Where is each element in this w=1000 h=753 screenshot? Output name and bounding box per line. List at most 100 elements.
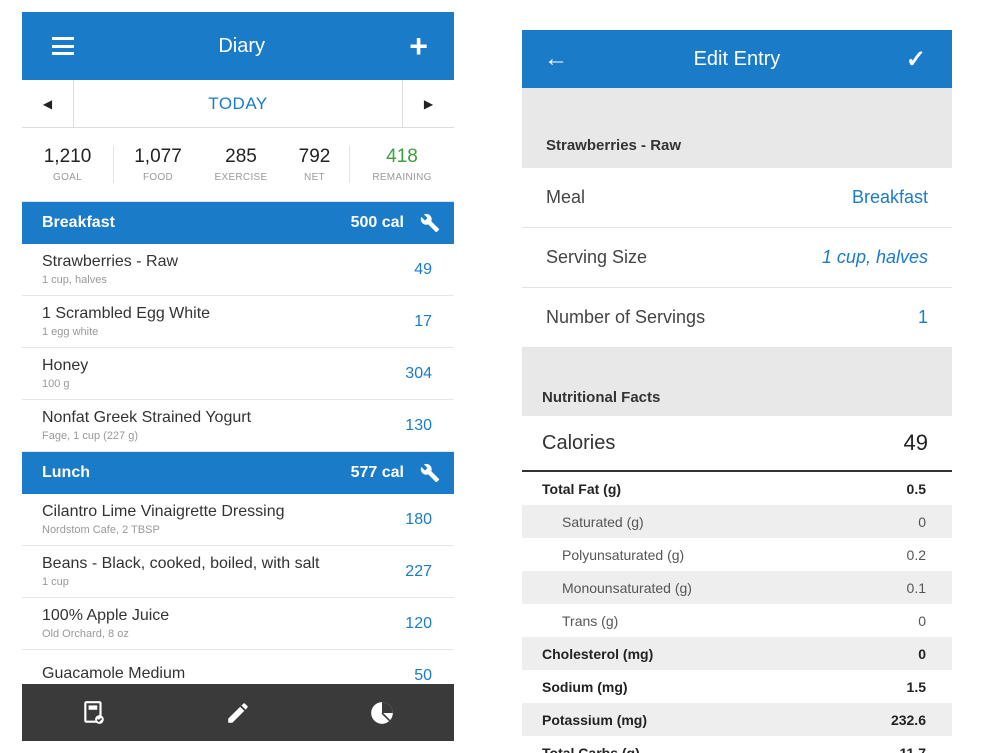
summary-net-value: 792	[298, 146, 331, 167]
food-name-header: Strawberries - Raw	[522, 88, 952, 168]
calories-label: Calories	[542, 431, 616, 454]
food-serving: Fage, 1 cup (227 g)	[42, 430, 139, 442]
food-name: Nonfat Greek Strained Yogurt	[42, 409, 252, 426]
food-name: Cilantro Lime Vinaigrette Dressing	[42, 503, 285, 520]
nutrient-label: Total Fat (g)	[542, 480, 622, 497]
field-value: Breakfast	[851, 187, 928, 207]
food-serving: Nordstom Cafe, 2 TBSP	[42, 524, 160, 536]
summary-goal: 1,210 GOAL	[22, 146, 114, 183]
food-name: Honey	[42, 357, 89, 374]
food-calories: 304	[405, 364, 432, 382]
food-name: Strawberries - Raw	[42, 253, 179, 270]
food-calories: 180	[405, 510, 432, 528]
field-value: 1 cup, halves	[821, 247, 928, 267]
date-navigator: ◀ TODAY ▶	[22, 80, 454, 128]
calories-value: 49	[903, 430, 928, 455]
food-item[interactable]: 100% Apple Juice Old Orchard, 8 oz 120	[22, 598, 454, 650]
nutrient-value: 11.7	[899, 744, 926, 753]
nutrient-row: Trans (g) 0	[522, 604, 952, 637]
food-item[interactable]: Strawberries - Raw 1 cup, halves 49	[22, 244, 454, 296]
nutrient-label: Trans (g)	[562, 612, 619, 629]
food-calories: 17	[414, 312, 432, 330]
nutrient-value: 1.5	[906, 678, 926, 695]
food-name: 100% Apple Juice	[42, 607, 170, 624]
food-name: Guacamole Medium	[42, 665, 186, 682]
nutrient-label: Total Carbs (g)	[542, 744, 640, 753]
food-serving: 100 g	[42, 378, 70, 390]
nutrition-header: Nutritional Facts	[522, 348, 952, 416]
summary-exercise-label: EXERCISE	[214, 172, 268, 183]
food-name: Beans - Black, cooked, boiled, with salt	[42, 555, 320, 572]
food-calories: 50	[414, 666, 432, 684]
nutrient-row: Sodium (mg) 1.5	[522, 670, 952, 703]
nutrient-row: Potassium (mg) 232.6	[522, 703, 952, 736]
nutrient-value: 0.5	[906, 480, 926, 497]
add-entry-button[interactable]: +	[409, 28, 428, 64]
nutrient-row: Monounsaturated (g) 0.1	[522, 571, 952, 604]
food-calories: 130	[405, 416, 432, 434]
summary-exercise-value: 285	[225, 146, 257, 167]
food-calories: 120	[405, 614, 432, 632]
nutrient-row: Cholesterol (mg) 0	[522, 637, 952, 670]
food-item[interactable]: 1 Scrambled Egg White 1 egg white 17	[22, 296, 454, 348]
bottom-tab-bar	[22, 684, 454, 741]
field-label: Serving Size	[546, 247, 648, 267]
meal-field[interactable]: Meal Breakfast	[522, 168, 952, 228]
diary-title: Diary	[218, 34, 265, 57]
nutrient-label: Polyunsaturated (g)	[562, 546, 685, 563]
serving-size-field[interactable]: Serving Size 1 cup, halves	[522, 228, 952, 288]
diary-header: Diary +	[22, 12, 454, 80]
summary-goal-label: GOAL	[53, 172, 82, 183]
nutrient-label: Potassium (mg)	[542, 711, 648, 728]
nutrient-row: Total Carbs (g) 11.7	[522, 736, 952, 753]
edit-header: ← Edit Entry ✓	[522, 30, 952, 88]
meal-header-breakfast[interactable]: Breakfast 500 cal	[22, 202, 454, 244]
nutrient-value: 232.6	[890, 711, 926, 728]
food-item[interactable]: Honey 100 g 304	[22, 348, 454, 400]
summary-remaining-value: 418	[386, 146, 418, 167]
food-serving: 1 egg white	[42, 326, 99, 338]
summary-remaining: 418 REMAINING	[350, 146, 454, 183]
date-label[interactable]: TODAY	[208, 93, 268, 113]
nutrient-value: 0.2	[906, 546, 926, 563]
pie-chart-icon[interactable]	[369, 700, 395, 726]
number-of-servings-field[interactable]: Number of Servings 1	[522, 288, 952, 348]
food-serving: Old Orchard, 8 oz	[42, 628, 129, 640]
wrench-icon[interactable]	[420, 463, 440, 483]
summary-remaining-label: REMAINING	[372, 172, 432, 183]
summary-net: 792 NET	[280, 146, 350, 183]
meal-name: Lunch	[42, 464, 90, 481]
summary-food-value: 1,077	[134, 146, 182, 167]
nutrient-value: 0	[918, 612, 926, 629]
wrench-icon[interactable]	[420, 213, 440, 233]
nutrient-value: 0	[918, 645, 926, 662]
edit-entry-screen: ← Edit Entry ✓ Strawberries - Raw Meal B…	[522, 30, 952, 753]
back-arrow-icon[interactable]: ←	[544, 45, 568, 72]
edit-title: Edit Entry	[693, 47, 781, 70]
previous-day-button[interactable]: ◀	[22, 80, 74, 127]
save-check-icon[interactable]: ✓	[905, 45, 926, 73]
food-calories: 227	[405, 562, 432, 580]
meal-calories: 500 cal	[350, 214, 404, 231]
food-item[interactable]: Nonfat Greek Strained Yogurt Fage, 1 cup …	[22, 400, 454, 452]
field-label: Meal	[546, 187, 586, 207]
menu-icon[interactable]	[52, 37, 74, 55]
summary-exercise: 285 EXERCISE	[202, 146, 280, 183]
calories-row: Calories 49	[522, 416, 952, 472]
next-day-button[interactable]: ▶	[402, 80, 454, 127]
summary-food-label: FOOD	[142, 172, 174, 183]
nutrient-row: Polyunsaturated (g) 0.2	[522, 538, 952, 571]
food-item[interactable]: Cilantro Lime Vinaigrette Dressing Nordst…	[22, 494, 454, 546]
summary-net-label: NET	[304, 172, 325, 183]
meal-header-lunch[interactable]: Lunch 577 cal	[22, 452, 454, 494]
food-item[interactable]: Beans - Black, cooked, boiled, with salt…	[22, 546, 454, 598]
nutrient-label: Monounsaturated (g)	[562, 579, 692, 596]
field-value: 1	[917, 307, 928, 327]
pencil-icon[interactable]	[225, 700, 251, 726]
nutrient-value: 0.1	[906, 579, 926, 596]
summary-food: 1,077 FOOD	[114, 146, 202, 183]
nutrient-label: Cholesterol (mg)	[542, 645, 654, 662]
food-serving: 1 cup	[42, 576, 69, 588]
calculator-icon[interactable]	[81, 700, 107, 726]
nutrient-row: Total Fat (g) 0.5	[522, 472, 952, 505]
